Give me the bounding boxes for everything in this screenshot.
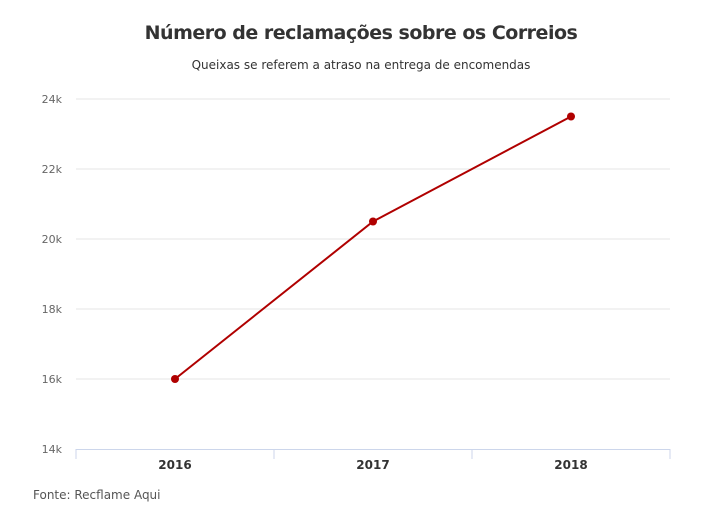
y-tick-label: 14k <box>42 443 63 456</box>
y-tick-label: 16k <box>42 373 63 386</box>
y-tick-label: 18k <box>42 303 63 316</box>
data-point <box>567 112 575 121</box>
y-tick-label: 22k <box>42 163 63 176</box>
chart-title: Número de reclamações sobre os Correios <box>144 22 578 44</box>
x-tick-label: 2016 <box>158 458 191 472</box>
x-tick-label: 2017 <box>356 458 389 472</box>
x-tick-label: 2018 <box>554 458 587 472</box>
chart-subtitle: Queixas se referem a atraso na entrega d… <box>191 58 531 72</box>
data-point <box>171 375 179 383</box>
series-line <box>174 115 572 380</box>
source-note: Fonte: Recflame Aqui <box>33 488 161 502</box>
data-point <box>369 217 377 226</box>
y-tick-label: 20k <box>42 233 63 246</box>
y-tick-label: 24k <box>42 93 63 106</box>
